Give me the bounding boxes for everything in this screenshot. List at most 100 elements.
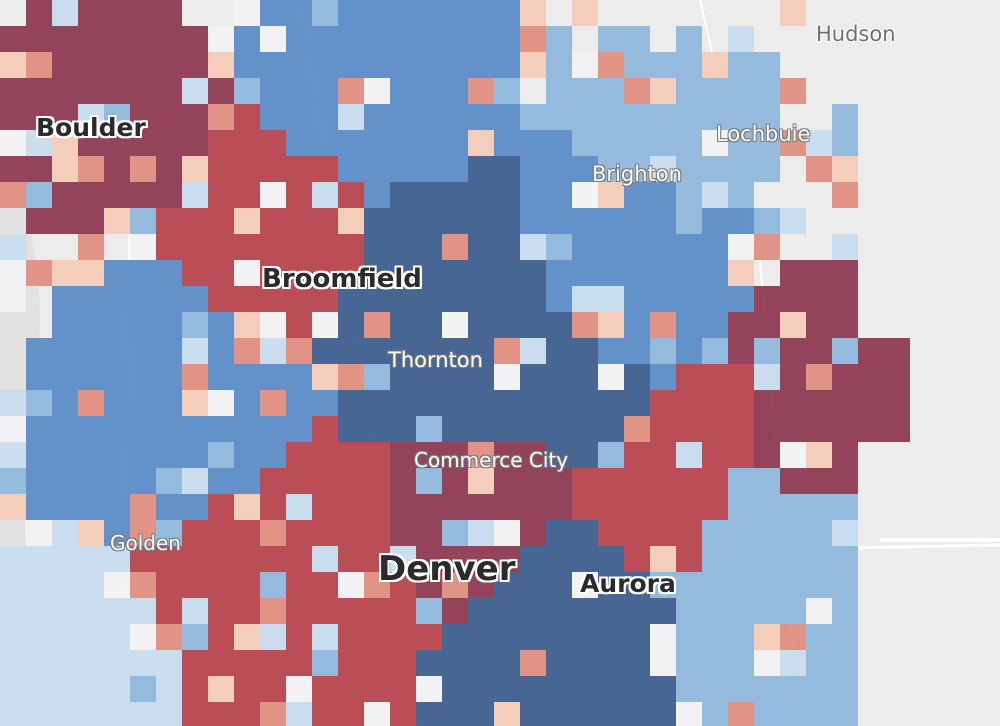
- grid-cell: [52, 104, 78, 130]
- grid-cell: [312, 416, 338, 442]
- grid-cell: [364, 0, 390, 26]
- grid-cell: [468, 624, 494, 650]
- grid-cell: [624, 676, 650, 702]
- grid-cell: [260, 624, 286, 650]
- grid-cell: [780, 676, 806, 702]
- grid-cell: [754, 416, 780, 442]
- grid-cell: [416, 468, 442, 494]
- grid-cell: [572, 104, 598, 130]
- grid-cell: [832, 624, 858, 650]
- grid-cell: [390, 390, 416, 416]
- grid-cell: [0, 650, 26, 676]
- grid-cell: [208, 390, 234, 416]
- grid-cell: [234, 26, 260, 52]
- grid-cell: [52, 598, 78, 624]
- grid-cell: [416, 182, 442, 208]
- grid-cell: [78, 364, 104, 390]
- grid-cell: [728, 442, 754, 468]
- grid-cell: [546, 130, 572, 156]
- grid-cell: [416, 390, 442, 416]
- grid-cell: [858, 338, 884, 364]
- grid-cell: [156, 312, 182, 338]
- grid-cell: [858, 390, 884, 416]
- grid-cell: [494, 572, 520, 598]
- grid-cell: [650, 546, 676, 572]
- grid-cell: [598, 312, 624, 338]
- grid-cell: [754, 312, 780, 338]
- grid-cell: [780, 338, 806, 364]
- grid-cell: [234, 624, 260, 650]
- grid-cell: [416, 26, 442, 52]
- grid-cell: [338, 364, 364, 390]
- grid-cell: [130, 78, 156, 104]
- grid-cell: [650, 598, 676, 624]
- grid-cell: [78, 338, 104, 364]
- grid-cell: [494, 390, 520, 416]
- grid-cell: [182, 702, 208, 726]
- grid-cell: [520, 598, 546, 624]
- grid-cell: [286, 624, 312, 650]
- grid-cell: [234, 52, 260, 78]
- grid-cell: [676, 650, 702, 676]
- grid-cell: [78, 572, 104, 598]
- grid-cell: [104, 546, 130, 572]
- grid-cell: [442, 572, 468, 598]
- grid-cell: [156, 130, 182, 156]
- grid-cell: [494, 598, 520, 624]
- grid-cell: [364, 234, 390, 260]
- grid-cell: [832, 546, 858, 572]
- grid-cell: [884, 338, 910, 364]
- grid-cell: [182, 208, 208, 234]
- grid-cell: [130, 390, 156, 416]
- grid-cell: [234, 78, 260, 104]
- grid-cell: [572, 390, 598, 416]
- grid-cell: [78, 520, 104, 546]
- grid-cell: [754, 390, 780, 416]
- grid-cell: [468, 650, 494, 676]
- grid-cell: [780, 468, 806, 494]
- grid-cell: [364, 104, 390, 130]
- grid-cell: [650, 312, 676, 338]
- grid-cell: [260, 702, 286, 726]
- grid-cell: [546, 546, 572, 572]
- grid-cell: [182, 104, 208, 130]
- grid-cell: [754, 494, 780, 520]
- grid-cell: [104, 130, 130, 156]
- grid-cell: [494, 26, 520, 52]
- grid-cell: [416, 234, 442, 260]
- grid-cell: [702, 52, 728, 78]
- grid-cell: [806, 156, 832, 182]
- grid-cell: [78, 624, 104, 650]
- grid-cell: [598, 182, 624, 208]
- grid-cell: [754, 78, 780, 104]
- grid-cell: [312, 494, 338, 520]
- grid-cell: [676, 572, 702, 598]
- grid-cell: [520, 468, 546, 494]
- grid-cell: [0, 598, 26, 624]
- grid-cell: [702, 598, 728, 624]
- grid-cell: [702, 546, 728, 572]
- grid-cell: [52, 676, 78, 702]
- grid-cell: [442, 78, 468, 104]
- grid-cell: [390, 494, 416, 520]
- grid-cell: [832, 182, 858, 208]
- grid-cell: [156, 104, 182, 130]
- grid-cell: [390, 104, 416, 130]
- grid-cell: [182, 26, 208, 52]
- grid-cell: [312, 364, 338, 390]
- grid-cell: [364, 130, 390, 156]
- grid-cell: [312, 26, 338, 52]
- grid-cell: [26, 26, 52, 52]
- grid-cell: [26, 78, 52, 104]
- grid-cell: [260, 494, 286, 520]
- grid-cell: [806, 702, 832, 726]
- grid-cell: [312, 702, 338, 726]
- grid-cell: [468, 0, 494, 26]
- grid-cell: [650, 338, 676, 364]
- grid-cell: [208, 364, 234, 390]
- grid-cell: [156, 624, 182, 650]
- grid-cell: [598, 234, 624, 260]
- grid-cell: [52, 286, 78, 312]
- grid-cell: [598, 156, 624, 182]
